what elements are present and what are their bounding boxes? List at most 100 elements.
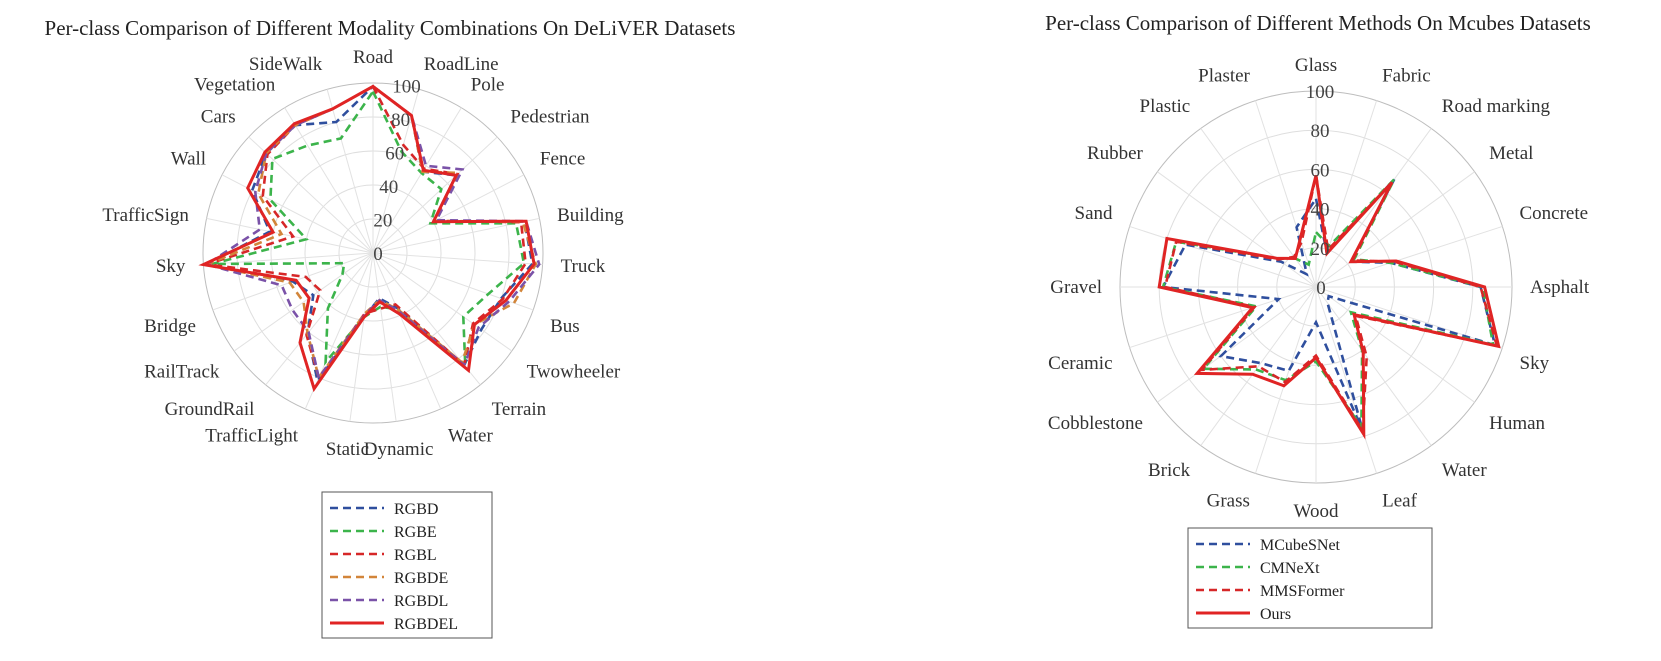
- grid-spoke: [206, 217, 374, 254]
- category-label-plastic: Plastic: [1140, 96, 1191, 117]
- grid-spoke: [221, 174, 374, 254]
- grid-spoke: [372, 252, 543, 266]
- category-label-wood: Wood: [1294, 501, 1339, 522]
- category-label-metal: Metal: [1489, 143, 1533, 164]
- category-label-fabric: Fabric: [1382, 66, 1431, 87]
- grid-spoke: [233, 252, 374, 352]
- r-tick-label: 100: [392, 77, 421, 98]
- legend-label-rgbdl: RGBDL: [394, 593, 448, 610]
- grid-spoke: [349, 252, 374, 422]
- category-label-pole: Pole: [471, 74, 505, 95]
- grid-spoke: [248, 136, 374, 254]
- category-label-water: Water: [1442, 460, 1488, 481]
- legend-frame: [321, 491, 493, 639]
- grid-spoke: [326, 89, 374, 254]
- category-label-road-marking: Road marking: [1442, 96, 1551, 117]
- category-label-trafficlight: TrafficLight: [205, 425, 299, 446]
- mcubes-radar-chart: Per-class Comparison of Different Method…: [1045, 11, 1591, 629]
- grid-spoke: [1315, 225, 1503, 288]
- r-tick-label: 40: [1311, 200, 1330, 221]
- category-label-asphalt: Asphalt: [1530, 277, 1590, 298]
- grid-spoke: [1315, 286, 1503, 349]
- category-label-sky: Sky: [1520, 353, 1550, 374]
- grid-spoke: [1157, 286, 1317, 403]
- category-label-ceramic: Ceramic: [1048, 353, 1112, 374]
- chart-title: Per-class Comparison of Different Modali…: [45, 16, 736, 40]
- deliver-radar-chart: Per-class Comparison of Different Modali…: [45, 16, 736, 639]
- grid-spoke: [1129, 225, 1317, 288]
- category-label-truck: Truck: [561, 256, 606, 277]
- category-label-road: Road: [353, 47, 394, 68]
- category-label-terrain: Terrain: [492, 399, 547, 420]
- category-label-rubber: Rubber: [1087, 143, 1144, 164]
- category-label-cobblestone: Cobblestone: [1048, 413, 1143, 434]
- grid-spoke: [372, 136, 498, 254]
- series-ours-line: [1157, 174, 1501, 440]
- category-label-sidewalk: SideWalk: [249, 54, 323, 75]
- series-rgbe-line: [211, 88, 526, 370]
- category-label-gravel: Gravel: [1050, 277, 1102, 298]
- legend-label-cmnext: CMNeXt: [1260, 560, 1320, 577]
- category-label-building: Building: [557, 205, 624, 226]
- grid-spoke: [1315, 286, 1432, 446]
- grid-spoke: [372, 107, 462, 254]
- grid-spoke: [1254, 100, 1317, 288]
- r-tick-label: 80: [1311, 121, 1330, 142]
- grid-spoke: [1315, 286, 1378, 474]
- category-label-pedestrian: Pedestrian: [510, 107, 590, 128]
- category-label-bridge: Bridge: [144, 316, 196, 337]
- category-label-glass: Glass: [1295, 55, 1337, 76]
- legend-label-rgbe: RGBE: [394, 524, 437, 541]
- category-label-roadline: RoadLine: [424, 54, 499, 75]
- category-label-brick: Brick: [1148, 460, 1191, 481]
- legend-label-rgbd: RGBD: [394, 501, 438, 518]
- category-label-grass: Grass: [1207, 491, 1250, 512]
- r-tick-label: 60: [385, 144, 404, 165]
- grid-spoke: [372, 252, 397, 422]
- category-label-leaf: Leaf: [1382, 491, 1417, 512]
- category-label-static: Static: [326, 439, 369, 460]
- series-rgbdel-line: [198, 84, 536, 393]
- grid-spoke: [1315, 171, 1475, 288]
- r-tick-label: 20: [1311, 239, 1330, 260]
- r-tick-label: 80: [391, 110, 410, 131]
- category-label-groundrail: GroundRail: [165, 399, 255, 420]
- legend-label-rgbde: RGBDE: [394, 570, 448, 587]
- category-label-plaster: Plaster: [1198, 66, 1250, 87]
- r-tick-label: 0: [373, 244, 383, 265]
- category-label-wall: Wall: [171, 149, 206, 170]
- r-tick-label: 0: [1316, 278, 1326, 299]
- grid-spoke: [1157, 171, 1317, 288]
- category-label-cars: Cars: [201, 107, 236, 128]
- grid-spoke: [284, 107, 374, 254]
- grid-spoke: [1315, 286, 1475, 403]
- legend-label-rgbdel: RGBDEL: [394, 616, 458, 633]
- radar-grid: [1119, 90, 1513, 484]
- category-label-railtrack: RailTrack: [144, 361, 220, 382]
- grid-spoke: [265, 252, 374, 386]
- r-tick-label: 60: [1311, 160, 1330, 181]
- category-label-water: Water: [448, 425, 494, 446]
- r-tick-label: 100: [1306, 82, 1335, 103]
- chart-legend: RGBD RGBE RGBL RGBDE RGBDL RGBDEL: [321, 491, 493, 639]
- category-label-sand: Sand: [1075, 203, 1114, 224]
- category-label-fence: Fence: [540, 149, 585, 170]
- grid-spoke: [372, 174, 525, 254]
- legend-label-rgbl: RGBL: [394, 547, 437, 564]
- legend-label-mcubesnet: MCubeSNet: [1260, 537, 1341, 554]
- category-label-human: Human: [1489, 413, 1545, 434]
- legend-label-ours: Ours: [1260, 606, 1291, 623]
- chart-title: Per-class Comparison of Different Method…: [1045, 11, 1591, 35]
- grid-spoke: [372, 252, 442, 410]
- category-label-bus: Bus: [550, 316, 580, 337]
- grid-spoke: [1315, 128, 1432, 288]
- category-label-trafficsign: TrafficSign: [102, 205, 189, 226]
- category-label-sky: Sky: [156, 256, 186, 277]
- grid-spoke: [1200, 286, 1317, 446]
- r-tick-label: 40: [379, 177, 398, 198]
- chart-legend: MCubeSNet CMNeXt MMSFormer Ours: [1187, 527, 1433, 629]
- grid-spoke: [1129, 286, 1317, 349]
- r-tick-label: 20: [373, 211, 392, 232]
- category-label-concrete: Concrete: [1520, 203, 1589, 224]
